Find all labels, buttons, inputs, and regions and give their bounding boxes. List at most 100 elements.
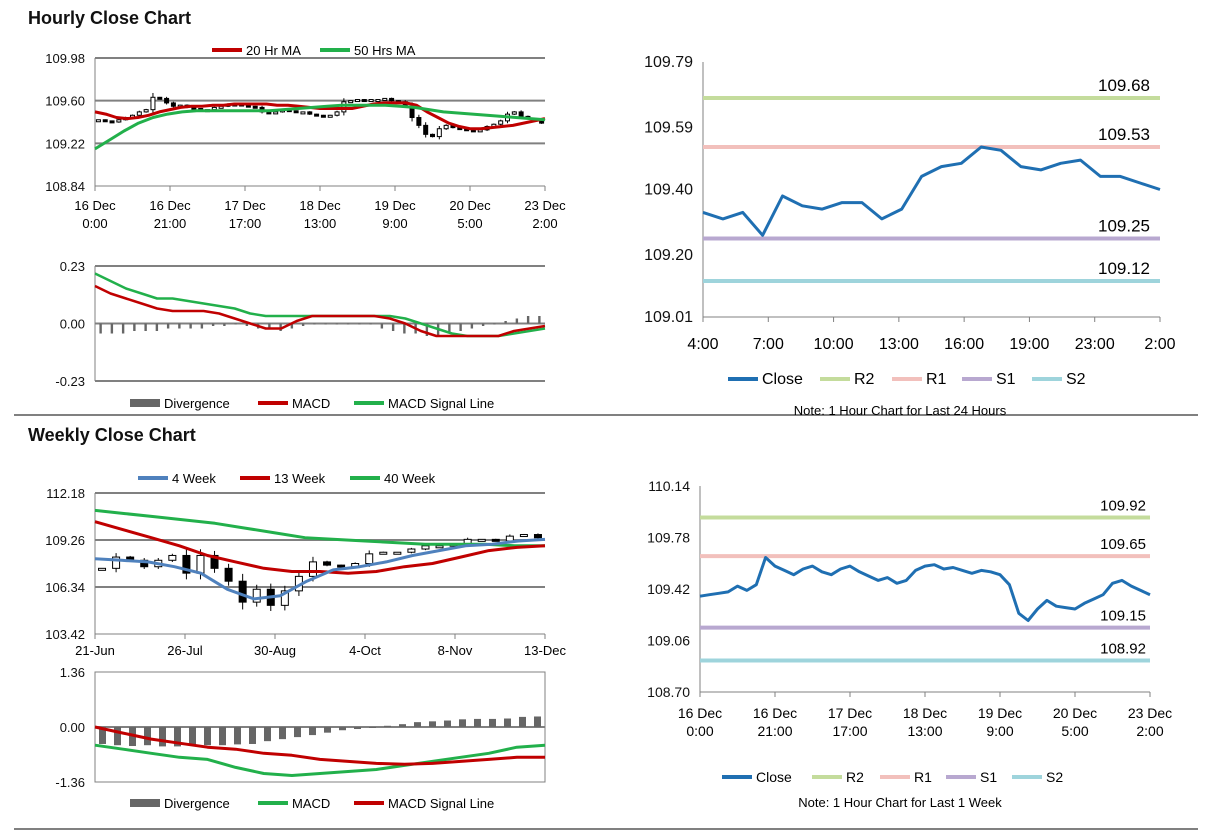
- y-tick-label: 109.59: [644, 119, 693, 136]
- x-tick-label: 16 Dec: [74, 198, 116, 213]
- y-tick-label: 109.26: [45, 533, 85, 548]
- x-tick-label: 19 Dec: [978, 705, 1022, 721]
- x-tick-label: 17:00: [229, 216, 262, 231]
- hourly-24h-chart: 109.79 109.59 109.40 109.20 109.01 109.68 109.…: [644, 54, 1176, 418]
- divergence-bar: [249, 727, 256, 744]
- x-tick-label: 4:00: [687, 336, 718, 353]
- divergence-bar: [99, 323, 102, 334]
- divergence-bar: [399, 724, 406, 727]
- hourly-candle: [518, 111, 524, 117]
- weekly-candle: [365, 553, 374, 565]
- weekly-candle: [308, 561, 317, 577]
- x-tick-label: 23 Dec: [1128, 705, 1172, 721]
- legend-label: 40 Week: [384, 471, 436, 486]
- divergence-bar: [519, 716, 526, 727]
- y-tick-label: 109.60: [45, 94, 85, 109]
- legend-label: Close: [756, 769, 792, 785]
- hourly-candle: [109, 120, 115, 124]
- hourly-candle: [389, 97, 395, 102]
- s1-level-label: 109.15: [1100, 608, 1146, 625]
- hourly-candle: [136, 111, 142, 116]
- x-tick-label: 21:00: [757, 723, 792, 739]
- hourly-candle: [436, 128, 442, 138]
- divergence-bar: [234, 727, 241, 745]
- x-tick-label: 30-Aug: [254, 643, 296, 658]
- hourly-macd-chart: 0.23 0.00 -0.23 Divergence MACD MACD Signal L…: [55, 259, 546, 411]
- hourly-candle: [341, 101, 347, 113]
- legend-label: R1: [914, 769, 932, 785]
- s1-level-label: 109.25: [1098, 217, 1150, 236]
- x-tick-label: 23:00: [1075, 336, 1115, 353]
- hourly-candle: [416, 117, 422, 126]
- y-tick-label: 110.14: [648, 478, 690, 494]
- close-line: [702, 145, 1161, 237]
- x-tick-label: 2:00: [532, 216, 557, 231]
- divergence-bar: [290, 323, 294, 329]
- weekly-candle: [477, 538, 486, 542]
- legend-swatch: [130, 799, 160, 807]
- x-tick-label: 13:00: [907, 723, 942, 739]
- divergence-bar: [493, 323, 496, 325]
- weekly-candle: [407, 548, 416, 553]
- x-tick-label: 17 Dec: [828, 705, 872, 721]
- legend-label: R2: [854, 371, 875, 388]
- x-tick-label: 21-Jun: [75, 643, 115, 658]
- weekly-candle: [533, 534, 542, 539]
- x-tick-label: 0:00: [82, 216, 107, 231]
- hourly-candle: [164, 97, 170, 104]
- y-tick-label: 109.20: [644, 247, 693, 264]
- hourly-candle: [157, 96, 163, 100]
- hourly-candle: [300, 111, 306, 115]
- chart-note: Note: 1 Hour Chart for Last 24 Hours: [794, 403, 1007, 418]
- weekly-candle: [238, 580, 247, 603]
- hourly-candle: [273, 111, 279, 115]
- divergence-bar: [538, 316, 541, 324]
- y-tick-label: 103.42: [45, 627, 85, 642]
- x-tick-label: 20 Dec: [449, 198, 491, 213]
- divergence-bar: [354, 727, 361, 730]
- x-tick-label: 0:00: [686, 723, 713, 739]
- x-tick-label: 26-Jul: [167, 643, 203, 658]
- macd-line: [94, 743, 546, 777]
- legend-label: R2: [846, 769, 864, 785]
- x-tick-label: 17 Dec: [224, 198, 266, 213]
- weekly-section-title: Weekly Close Chart: [28, 425, 196, 445]
- divergence-bar: [223, 323, 226, 326]
- x-tick-label: 16:00: [944, 336, 984, 353]
- y-tick-label: 0.00: [60, 720, 85, 735]
- legend-label: Divergence: [164, 396, 230, 411]
- legend-label: S1: [980, 769, 997, 785]
- divergence-bar: [459, 323, 462, 331]
- divergence-bar: [369, 727, 376, 728]
- hourly-candle: [539, 120, 545, 124]
- weekly-candle: [224, 567, 233, 582]
- x-tick-label: 8-Nov: [438, 643, 473, 658]
- x-tick-label: 16 Dec: [753, 705, 797, 721]
- divergence-bar: [178, 323, 181, 329]
- y-tick-label: 109.42: [647, 581, 690, 597]
- weekly-candle: [421, 545, 430, 550]
- divergence-bar: [166, 323, 170, 329]
- hourly-candle: [327, 114, 333, 118]
- weekly-candle: [435, 545, 444, 549]
- legend-label: MACD Signal Line: [388, 396, 494, 411]
- ma50-line: [94, 103, 546, 151]
- r1-level-label: 109.53: [1098, 125, 1150, 144]
- hourly-candle: [368, 99, 374, 103]
- divergence-bar: [474, 718, 481, 727]
- y-tick-label: 108.84: [45, 179, 85, 194]
- y-tick-label: 108.70: [647, 684, 690, 700]
- hourly-candle: [348, 100, 354, 104]
- y-tick-label: 106.34: [45, 580, 85, 595]
- divergence-bar: [358, 323, 361, 325]
- hourly-candle: [430, 133, 435, 138]
- y-tick-label: 0.00: [60, 317, 85, 332]
- divergence-bar: [279, 727, 286, 740]
- ma20-line: [94, 101, 546, 131]
- weekly-candle: [98, 567, 107, 571]
- x-tick-label: 2:00: [1144, 336, 1175, 353]
- close-line: [699, 556, 1151, 622]
- hourly-candle: [423, 124, 429, 135]
- x-tick-label: 19 Dec: [374, 198, 416, 213]
- divergence-bar: [335, 323, 339, 325]
